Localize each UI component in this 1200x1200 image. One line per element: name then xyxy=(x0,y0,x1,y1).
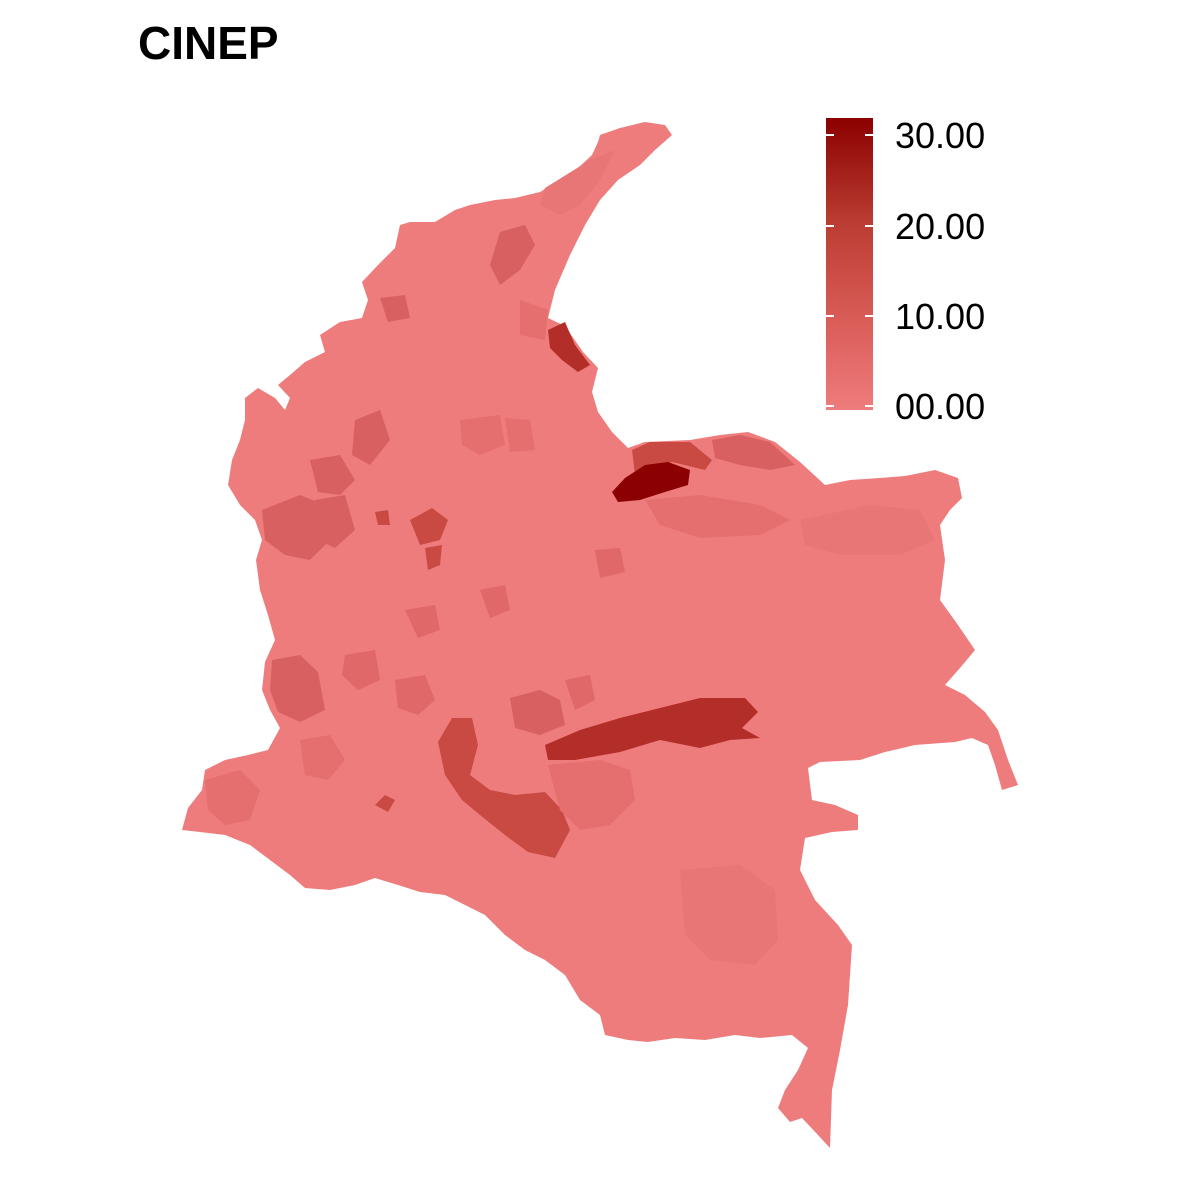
region-santander-north-2 xyxy=(712,435,795,470)
color-legend: 30.00 20.00 10.00 00.00 xyxy=(826,115,985,427)
region-caqueta-2 xyxy=(548,760,635,830)
legend-label-20: 20.00 xyxy=(895,206,985,247)
region-arauca-max xyxy=(612,462,690,502)
map-title: CINEP xyxy=(138,17,279,69)
legend-colorbar xyxy=(826,118,873,410)
region-antioquia-4 xyxy=(375,510,390,525)
region-tolima-1 xyxy=(342,650,380,690)
region-antioquia-1 xyxy=(352,410,390,465)
region-boyaca-1 xyxy=(480,585,510,618)
legend-tick-marks xyxy=(826,134,873,407)
region-meta-guaviare xyxy=(545,698,760,760)
region-arauca-south xyxy=(645,495,790,538)
region-cesar-2 xyxy=(520,300,548,340)
region-atlantico xyxy=(380,295,410,322)
region-cesar-border xyxy=(548,322,590,372)
region-vichada-1 xyxy=(800,505,935,555)
region-huila-1 xyxy=(395,675,435,715)
colombia-outline xyxy=(182,122,1018,1148)
region-cundinamarca-1 xyxy=(405,605,440,638)
legend-label-0: 00.00 xyxy=(895,386,985,427)
region-central-2 xyxy=(505,418,535,452)
region-guajira-north xyxy=(540,150,615,215)
region-narino-1 xyxy=(205,770,260,825)
map-regions xyxy=(205,150,935,965)
region-cauca-1 xyxy=(375,795,395,812)
region-meta-1 xyxy=(510,690,565,735)
region-valle-1 xyxy=(270,655,325,722)
region-cordoba-1 xyxy=(310,455,355,495)
region-magdalena-1 xyxy=(490,225,535,285)
region-antioquia-3 xyxy=(425,545,442,570)
legend-label-10: 10.00 xyxy=(895,296,985,337)
region-caqueta-1 xyxy=(438,718,570,858)
region-santander-1 xyxy=(595,548,625,578)
region-choco-1 xyxy=(262,495,330,560)
region-choco-2 xyxy=(315,495,355,548)
legend-label-30: 30.00 xyxy=(895,115,985,156)
region-amazonas-1 xyxy=(680,865,778,965)
region-antioquia-2 xyxy=(410,508,448,545)
region-central-1 xyxy=(460,415,505,455)
region-meta-2 xyxy=(565,675,595,710)
region-putumayo-1 xyxy=(300,735,345,780)
